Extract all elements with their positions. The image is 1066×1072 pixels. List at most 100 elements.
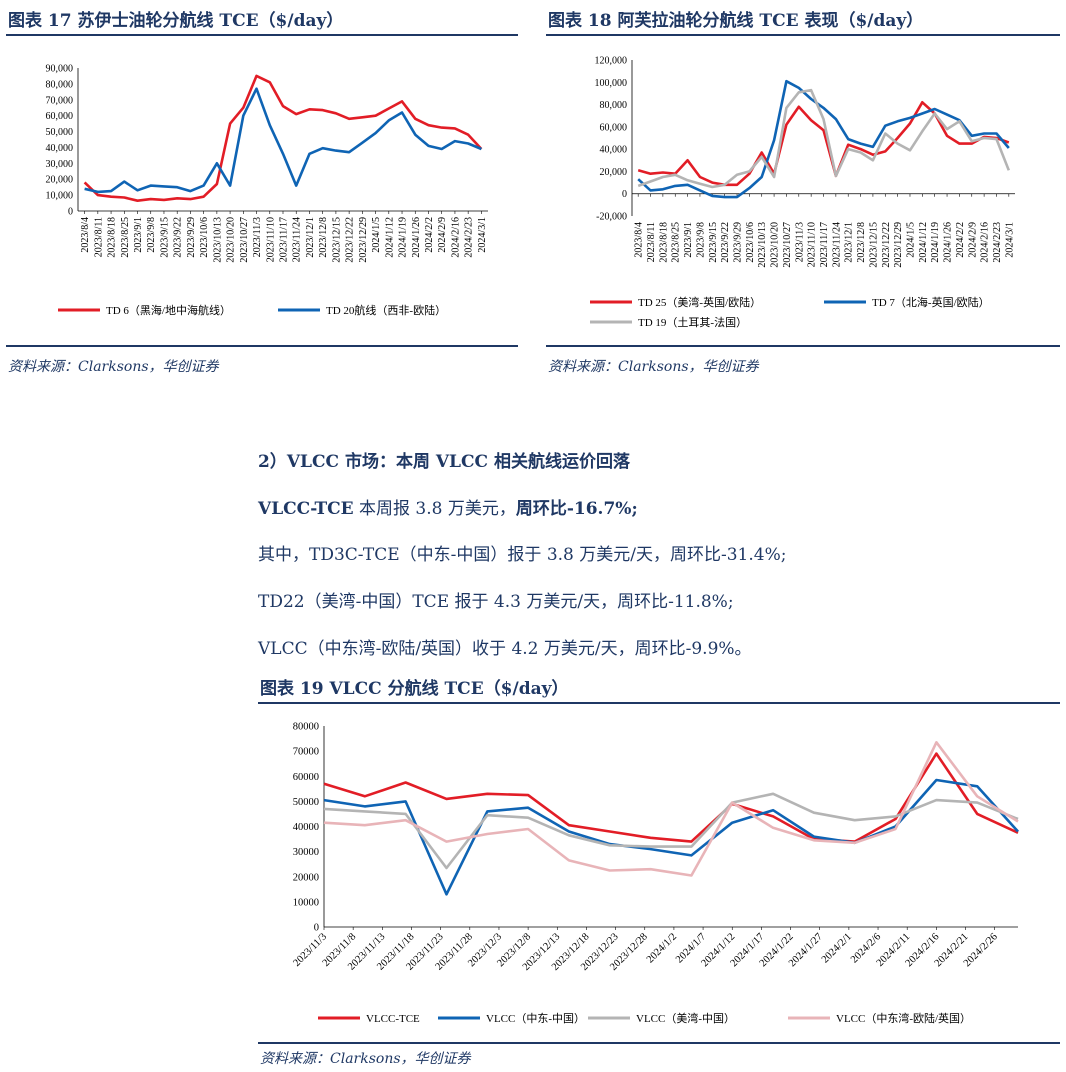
fig18-x-tick-label: 2023/12/22 xyxy=(881,222,892,268)
section-line-1-bold-a: VLCC-TCE xyxy=(258,499,354,519)
fig17-y-tick-label: 60,000 xyxy=(46,111,74,122)
fig19-title: 图表 19 VLCC 分航线 TCE（$/day） xyxy=(260,679,569,699)
fig17-bottom-rule xyxy=(6,345,518,347)
fig19-x-tick-label: 2024/2/1 xyxy=(820,931,854,965)
section-line-4: VLCC（中东湾-欧陆/英国）收于 4.2 万美元/天，周环比-9.9%。 xyxy=(258,639,752,659)
fig18-legend-label-2: TD 19（土耳其-法国） xyxy=(638,315,747,329)
fig19-y-tick-label: 50000 xyxy=(293,797,319,808)
fig18-source: 资料来源：Clarksons，华创证券 xyxy=(548,359,759,375)
fig18-x-tick-label: 2023/12/8 xyxy=(856,222,867,263)
fig17-x-tick-label: 2024/1/19 xyxy=(398,217,409,258)
fig18-series-line-1 xyxy=(637,79,1010,199)
fig19-x-tick-label: 2024/1/2 xyxy=(645,931,679,965)
fig17-x-tick-label: 2023/11/10 xyxy=(265,217,276,262)
fig19-y-tick-label: 30000 xyxy=(293,847,319,858)
fig18-legend-label-1: TD 7（北海-英国/欧陆） xyxy=(872,295,990,309)
fig17-y-tick-label: 30,000 xyxy=(46,159,74,170)
fig17-top-rule xyxy=(6,34,518,36)
fig17-y-tick-label: 40,000 xyxy=(46,143,74,154)
fig17-x-tick-label: 2023/9/1 xyxy=(133,217,144,253)
fig17-x-tick-label: 2023/10/27 xyxy=(239,217,250,263)
fig18-y-tick-label: 20,000 xyxy=(600,167,628,178)
section-heading: 2）VLCC 市场：本周 VLCC 相关航线运价回落 xyxy=(258,452,630,472)
fig19-legend-label-0: VLCC-TCE xyxy=(366,1013,420,1025)
fig18-x-tick-label: 2023/9/29 xyxy=(733,222,744,263)
fig17-x-tick-label: 2023/11/17 xyxy=(279,217,290,262)
fig17-y-tick-label: 0 xyxy=(68,207,73,218)
fig17-x-tick-label: 2024/2/16 xyxy=(450,217,461,258)
fig18-x-tick-label: 2023/12/15 xyxy=(868,222,879,268)
fig18-title: 图表 18 阿芙拉油轮分航线 TCE 表现（$/day） xyxy=(548,11,924,31)
fig17-y-tick-label: 10,000 xyxy=(46,191,74,202)
fig17-x-tick-label: 2023/9/22 xyxy=(173,217,184,258)
fig17-x-tick-label: 2023/8/18 xyxy=(107,217,118,258)
fig17-x-tick-label: 2024/1/5 xyxy=(371,217,382,253)
fig17-series-line-0 xyxy=(83,74,483,202)
section-line-1-bold-b: 周环比-16.7%; xyxy=(515,499,638,519)
fig18-x-tick-label: 2024/1/5 xyxy=(905,222,916,258)
fig17-x-tick-label: 2023/8/11 xyxy=(93,217,104,257)
fig17-x-tick-label: 2023/10/20 xyxy=(226,217,237,263)
fig19-series-line-3 xyxy=(323,740,1019,877)
fig18-x-tick-label: 2023/8/11 xyxy=(646,222,657,262)
fig18-y-tick-label: 40,000 xyxy=(600,145,628,156)
fig18-x-tick-label: 2024/1/12 xyxy=(918,222,929,263)
fig17-y-tick-label: 20,000 xyxy=(46,175,74,186)
fig18-x-tick-label: 2024/2/2 xyxy=(955,222,966,258)
fig17-y-tick-label: 90,000 xyxy=(46,64,74,75)
fig19-bottom-rule xyxy=(258,1042,1060,1044)
fig19-y-tick-label: 20000 xyxy=(293,872,319,883)
fig17-x-tick-label: 2024/1/26 xyxy=(411,217,422,258)
fig19-series-line-0 xyxy=(323,752,1019,843)
fig17-x-tick-label: 2023/8/4 xyxy=(80,217,91,253)
fig19-top-rule xyxy=(258,702,1060,704)
fig18-y-tick-label: 120,000 xyxy=(595,56,628,67)
fig17-x-tick-label: 2023/11/24 xyxy=(292,217,303,262)
fig17-x-tick-label: 2023/8/25 xyxy=(120,217,131,258)
fig17-x-tick-label: 2024/2/9 xyxy=(437,217,448,253)
fig18-x-tick-label: 2023/10/20 xyxy=(770,222,781,268)
fig17-x-tick-label: 2023/9/8 xyxy=(146,217,157,253)
fig17-x-tick-label: 2023/9/29 xyxy=(186,217,197,258)
fig19-series-line-1 xyxy=(323,778,1019,896)
fig17-x-tick-label: 2023/11/3 xyxy=(252,217,263,257)
fig19-y-tick-label: 80000 xyxy=(293,722,319,733)
fig17-x-tick-label: 2023/9/15 xyxy=(159,217,170,258)
section-line-3: TD22（美湾-中国）TCE 报于 4.3 万美元/天，周环比-11.8%; xyxy=(258,592,734,612)
fig18-x-tick-label: 2023/11/17 xyxy=(819,222,830,267)
fig18-x-tick-label: 2023/8/18 xyxy=(658,222,669,263)
fig17-x-tick-label: 2023/12/15 xyxy=(331,217,342,263)
fig18-x-tick-label: 2023/8/4 xyxy=(634,222,645,258)
fig19-chart: 0 10000 20000 30000 40000 50000 60000 70000 8000… xyxy=(292,722,1019,1025)
fig18-x-tick-label: 2023/10/6 xyxy=(745,222,756,263)
fig17-x-tick-label: 2023/12/29 xyxy=(358,217,369,263)
fig19-y-tick-label: 70000 xyxy=(293,747,319,758)
fig17-y-tick-label: 70,000 xyxy=(46,95,74,106)
fig17-y-tick-label: 80,000 xyxy=(46,79,74,90)
fig18-x-tick-label: 2023/9/8 xyxy=(695,222,706,258)
fig18-legend-label-0: TD 25（美湾-英国/欧陆） xyxy=(638,295,761,309)
fig18-top-rule xyxy=(546,34,1060,36)
fig19-legend-label-3: VLCC（中东湾-欧陆/英国） xyxy=(836,1011,971,1025)
fig19-y-tick-label: 60000 xyxy=(293,772,319,783)
fig17-x-tick-label: 2024/1/12 xyxy=(384,217,395,258)
fig19-source: 资料来源：Clarksons，华创证券 xyxy=(260,1051,471,1067)
fig18-x-tick-label: 2023/11/24 xyxy=(831,222,842,267)
fig19-y-tick-label: 40000 xyxy=(293,822,319,833)
fig18-series-line-0 xyxy=(637,100,1010,187)
fig18-x-tick-label: 2023/9/15 xyxy=(708,222,719,263)
fig18-x-tick-label: 2023/10/27 xyxy=(782,222,793,268)
fig18-x-tick-label: 2023/12/29 xyxy=(893,222,904,268)
fig18-x-tick-label: 2023/11/3 xyxy=(794,222,805,262)
fig18-bottom-rule xyxy=(546,345,1060,347)
fig18-y-tick-label: 0 xyxy=(622,189,627,200)
fig18-x-tick-label: 2023/9/22 xyxy=(720,222,731,263)
fig18-x-tick-label: 2023/8/25 xyxy=(671,222,682,263)
fig17-x-tick-label: 2023/10/13 xyxy=(212,217,223,263)
fig17-series-line-1 xyxy=(84,87,482,194)
section-line-2: 其中，TD3C-TCE（中东-中国）报于 3.8 万美元/天，周环比-31.4%… xyxy=(258,545,787,565)
fig17-title: 图表 17 苏伊士油轮分航线 TCE（$/day） xyxy=(8,11,344,31)
section-line-1: VLCC-TCE 本周报 3.8 万美元，周环比-16.7%; xyxy=(258,494,638,519)
fig18-x-tick-label: 2024/1/26 xyxy=(943,222,954,263)
fig18-y-tick-label: -20,000 xyxy=(596,212,627,223)
